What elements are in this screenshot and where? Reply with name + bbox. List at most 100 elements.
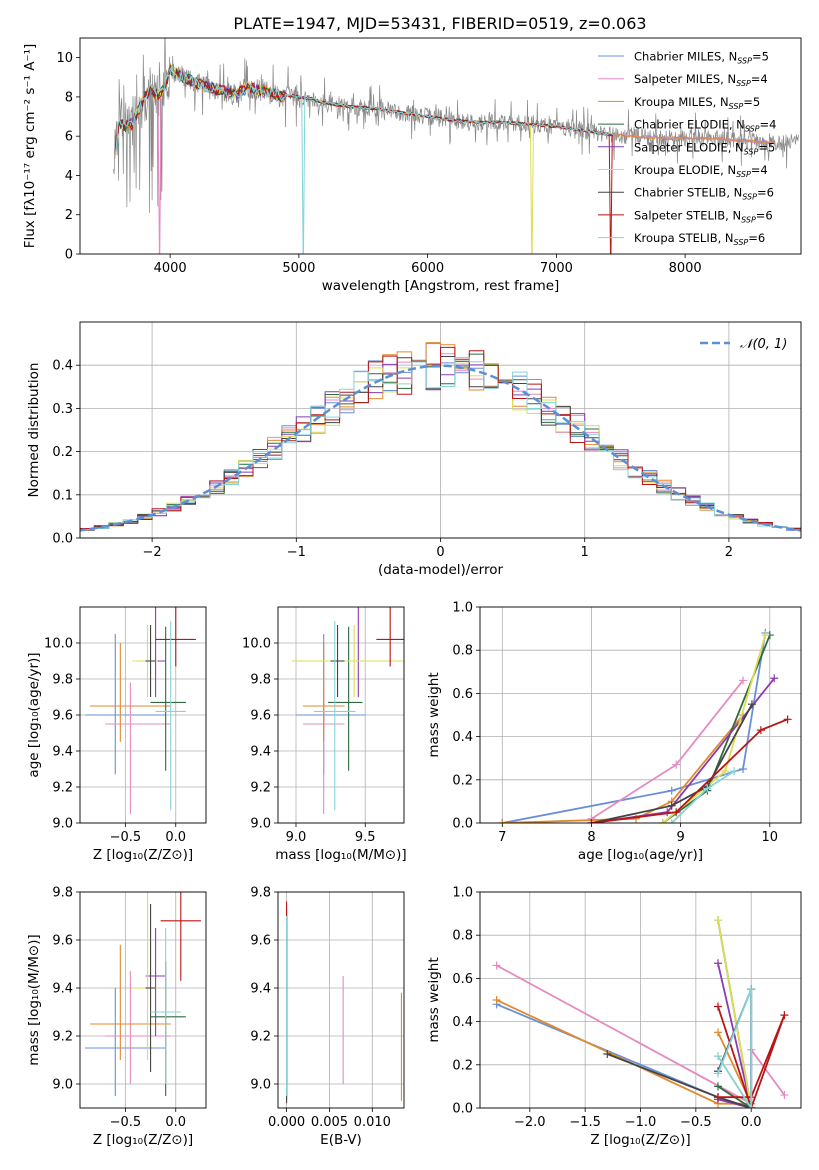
x-tick-label: 0.0 bbox=[165, 1115, 186, 1130]
y-tick-label: 0.0 bbox=[452, 1102, 473, 1117]
axes-frame bbox=[479, 606, 802, 824]
x-tick-label: 0.005 bbox=[311, 1115, 348, 1130]
y-tick-label: 9.2 bbox=[250, 1030, 271, 1045]
y-tick-label: 9.6 bbox=[250, 709, 271, 724]
errorbar-chabrier-stelib bbox=[145, 904, 156, 1072]
marker-point bbox=[730, 767, 739, 776]
marker-point bbox=[713, 1093, 722, 1102]
marker-point bbox=[672, 760, 681, 769]
model-fit-kroupa-elodie bbox=[114, 66, 615, 254]
marker-point bbox=[780, 1091, 789, 1100]
marker-point bbox=[713, 1028, 722, 1037]
x-tick-label: 9.0 bbox=[286, 830, 307, 845]
marker-point bbox=[780, 1011, 789, 1020]
y-tick-label: 0.2 bbox=[452, 773, 473, 788]
marker-point bbox=[747, 700, 756, 709]
y-tick-label: 10 bbox=[56, 51, 73, 66]
panel-mass-weight-vs-Z: −2.0 −1.5 −1.0 −0.5 0.0 0.0 0.2 0.4 0.6 0.8 1.0 Z [… bbox=[426, 886, 802, 1148]
errorbar-chabrier-stelib bbox=[330, 625, 345, 697]
errorbar-salpeter-elodie bbox=[145, 928, 166, 1036]
x-axis-label: E(B-V) bbox=[320, 1132, 362, 1148]
marker-point bbox=[713, 916, 722, 925]
panel-spectrum: 4000 5000 6000 7000 8000 0 2 4 6 8 10 wavelength [A… bbox=[22, 37, 802, 294]
y-tick-label: 9.8 bbox=[250, 673, 271, 688]
errorbar-salpeter-stelib bbox=[155, 607, 196, 667]
y-tick-label: 9.0 bbox=[250, 817, 271, 832]
series-kroupa-miles bbox=[502, 714, 744, 823]
marker-point bbox=[492, 961, 501, 970]
legend-label: Chabrier STELIB, NSSP=6 bbox=[634, 186, 774, 202]
series-chabrier-miles bbox=[502, 632, 767, 823]
x-tick-label: 5000 bbox=[282, 261, 315, 276]
y-tick-label: 0.4 bbox=[452, 1015, 473, 1030]
model-fit-kroupa-stelib bbox=[114, 65, 615, 254]
y-tick-label: 0.0 bbox=[52, 532, 73, 547]
errorbar-salpeter-elodie bbox=[145, 607, 166, 697]
y-axis-label: age [log₁₀(age/yr)] bbox=[26, 652, 42, 777]
plot-area bbox=[85, 892, 201, 1096]
legend-label: Kroupa ELODIE, NSSP=4 bbox=[634, 163, 768, 179]
series-kroupa-miles bbox=[496, 999, 753, 1105]
plot-area bbox=[492, 916, 789, 1108]
errorbar-chabrier-miles bbox=[85, 988, 166, 1096]
y-tick-label: 0.4 bbox=[452, 730, 473, 745]
y-tick-label: 0.2 bbox=[52, 445, 73, 460]
x-tick-label: 9.5 bbox=[355, 830, 376, 845]
y-tick-label: 9.8 bbox=[52, 886, 73, 901]
marker-point bbox=[667, 801, 676, 810]
y-tick-label: 0.2 bbox=[452, 1058, 473, 1073]
panel-age-vs-mass: 9.0 9.5 9.0 9.2 9.4 9.6 9.8 10.0 mass [log₁₀(M/M… bbox=[242, 606, 407, 863]
y-tick-label: 9.4 bbox=[250, 982, 271, 997]
x-tick-label: 9 bbox=[676, 830, 684, 845]
axes-frame bbox=[79, 606, 207, 824]
series-salpeter-stelib bbox=[591, 718, 788, 823]
series-kroupa-elodie bbox=[717, 919, 753, 1108]
panel-mass-vs-Z: −0.5 0.0 9.0 9.2 9.4 9.6 9.8 Z [log₁₀(Z/Z⊙)] mas… bbox=[26, 886, 207, 1148]
marker-point bbox=[721, 767, 730, 776]
x-axis-label: Z [log₁₀(Z/Z⊙)] bbox=[590, 1132, 690, 1148]
y-tick-label: 0.4 bbox=[52, 359, 73, 374]
x-tick-label: 0.010 bbox=[354, 1115, 391, 1130]
series-chabrier-miles bbox=[496, 989, 753, 1108]
axes-frame bbox=[79, 321, 802, 539]
y-tick-label: 0.8 bbox=[452, 929, 473, 944]
x-axis-label: age [log₁₀(age/yr)] bbox=[578, 847, 703, 863]
panel-mass-weight-vs-age: 7 8 9 10 0.0 0.2 0.4 0.6 0.8 1.0 age [log₁₀(age/yr… bbox=[426, 601, 802, 863]
series-chabrier-stelib bbox=[606, 988, 753, 1108]
marker-point bbox=[756, 726, 765, 735]
series-chabrier-stelib bbox=[591, 703, 753, 823]
y-tick-label: 10.0 bbox=[44, 637, 73, 652]
x-tick-label: 10 bbox=[762, 830, 779, 845]
x-tick-label: 7000 bbox=[540, 261, 573, 276]
y-tick-label: 2 bbox=[65, 208, 73, 223]
y-tick-label: 9.4 bbox=[52, 982, 73, 997]
marker-point bbox=[713, 1002, 722, 1011]
x-tick-label: −2.0 bbox=[514, 1115, 546, 1130]
axes-frame bbox=[277, 606, 405, 824]
x-tick-label: 1 bbox=[581, 545, 589, 560]
series-salpeter-elodie bbox=[717, 963, 753, 1108]
y-tick-label: 9.8 bbox=[250, 886, 271, 901]
errorbar-salpeter-miles bbox=[105, 682, 171, 814]
legend-label: Salpeter ELODIE, NSSP=5 bbox=[634, 140, 775, 156]
errorbar-chabrier-miles bbox=[296, 634, 366, 775]
marker-point bbox=[667, 819, 676, 823]
legend-label: Chabrier MILES, NSSP=5 bbox=[634, 50, 769, 66]
x-tick-label: 6000 bbox=[411, 261, 444, 276]
x-tick-label: 0.000 bbox=[268, 1115, 305, 1130]
y-axis-label: Normed distribution bbox=[26, 363, 42, 498]
y-tick-label: 1.0 bbox=[452, 601, 473, 616]
y-tick-label: 9.6 bbox=[52, 709, 73, 724]
y-axis-label: mass weight bbox=[426, 672, 442, 757]
x-axis-label: (data-model)/error bbox=[378, 562, 504, 578]
plot-area bbox=[498, 628, 792, 823]
y-tick-label: 9.0 bbox=[52, 817, 73, 832]
marker-point bbox=[713, 959, 722, 968]
marker-point bbox=[703, 784, 712, 793]
x-tick-label: 2 bbox=[725, 545, 733, 560]
x-tick-label: 8 bbox=[587, 830, 595, 845]
y-tick-label: 0 bbox=[65, 248, 73, 263]
marker-point bbox=[603, 1050, 612, 1058]
y-tick-label: 9.0 bbox=[52, 1078, 73, 1093]
plot-area bbox=[286, 901, 402, 1104]
